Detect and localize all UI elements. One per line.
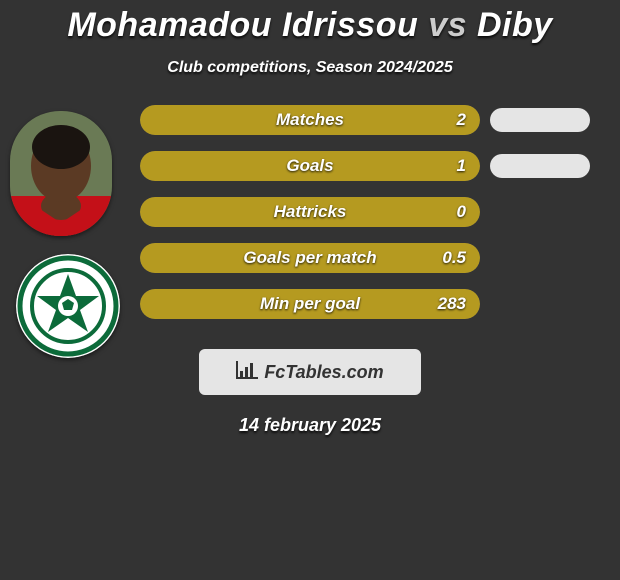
stat-pill-b — [490, 154, 590, 178]
stat-row: Min per goal283 — [140, 289, 604, 319]
stat-value-a: 283 — [438, 294, 466, 314]
stat-bar-a: Hattricks0 — [140, 197, 480, 227]
player-b-name: Diby — [477, 6, 553, 44]
portraits — [10, 111, 130, 358]
stat-value-a: 0 — [457, 202, 466, 222]
stat-bar-a: Min per goal283 — [140, 289, 480, 319]
stat-bar-label-wrap: Goals1 — [140, 151, 480, 181]
stat-bar-label-wrap: Goals per match0.5 — [140, 243, 480, 273]
logo: FcTables.com — [236, 361, 383, 384]
stat-row: Hattricks0 — [140, 197, 604, 227]
player-b-club-badge — [16, 254, 120, 358]
stat-label: Goals — [140, 156, 480, 176]
player-a-name: Mohamadou Idrissou — [67, 6, 418, 44]
subtitle: Club competitions, Season 2024/2025 — [0, 59, 620, 77]
stat-label: Goals per match — [140, 248, 480, 268]
stat-rows: Matches2Goals1Hattricks0Goals per match0… — [140, 105, 604, 319]
hair — [32, 125, 90, 169]
date-label: 14 february 2025 — [0, 415, 620, 436]
barchart-icon — [236, 361, 258, 384]
infographic-root: Mohamadou Idrissou vs Diby Club competit… — [0, 0, 620, 580]
stat-bar-label-wrap: Hattricks0 — [140, 197, 480, 227]
stat-pill-b — [490, 108, 590, 132]
stat-bar-a: Goals1 — [140, 151, 480, 181]
stat-bar-label-wrap: Matches2 — [140, 105, 480, 135]
stat-row: Goals1 — [140, 151, 604, 181]
stat-label: Hattricks — [140, 202, 480, 222]
stat-row: Goals per match0.5 — [140, 243, 604, 273]
main-area: Matches2Goals1Hattricks0Goals per match0… — [0, 105, 620, 319]
stat-value-a: 2 — [457, 110, 466, 130]
stat-value-a: 1 — [457, 156, 466, 176]
logo-box: FcTables.com — [199, 349, 421, 395]
player-a-portrait — [10, 111, 112, 236]
logo-text: FcTables.com — [264, 362, 383, 383]
stat-label: Min per goal — [140, 294, 480, 314]
stat-bar-label-wrap: Min per goal283 — [140, 289, 480, 319]
stat-bar-a: Goals per match0.5 — [140, 243, 480, 273]
stat-value-a: 0.5 — [442, 248, 466, 268]
stat-row: Matches2 — [140, 105, 604, 135]
vs-label: vs — [428, 6, 467, 44]
stat-label: Matches — [140, 110, 480, 130]
stat-bar-a: Matches2 — [140, 105, 480, 135]
page-title: Mohamadou Idrissou vs Diby — [0, 0, 620, 45]
